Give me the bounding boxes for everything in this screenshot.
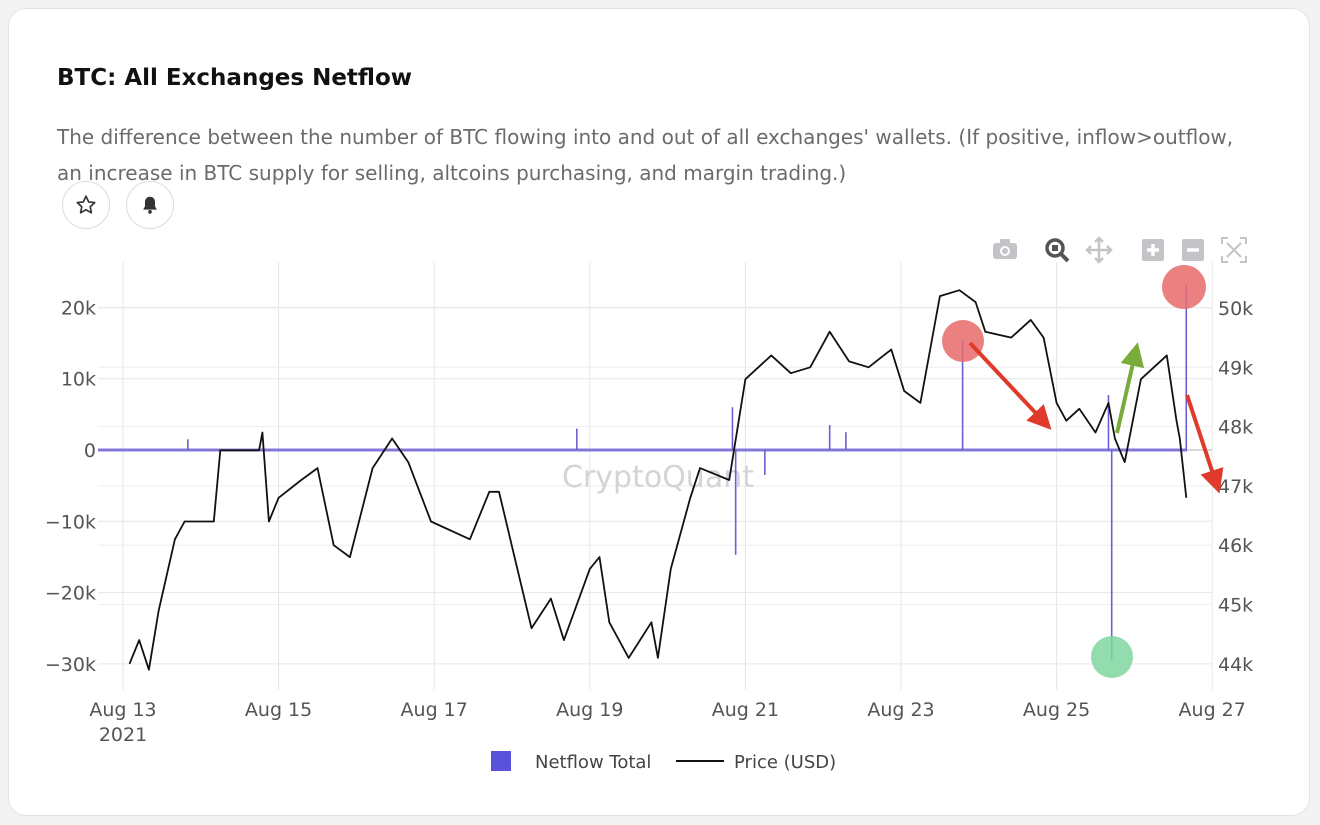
x-tick-label: Aug 21 [712, 699, 779, 721]
zoom-icon[interactable] [1045, 238, 1070, 263]
x-tick-label: Aug 17 [401, 699, 468, 721]
x-tick-label: Aug 19 [556, 699, 623, 721]
camera-icon[interactable] [993, 239, 1017, 259]
legend-netflow-label[interactable]: Netflow Total [535, 752, 651, 773]
pan-icon[interactable] [1085, 236, 1113, 264]
x-tick-label: Aug 23 [867, 699, 934, 721]
zoom-in-icon[interactable] [1142, 239, 1164, 261]
y-left-tick-label: 0 [84, 440, 96, 462]
y-right-tick-label: 49k [1218, 357, 1253, 379]
red-marker-circle [942, 320, 984, 362]
y-right-tick-label: 48k [1218, 417, 1253, 439]
x-tick-label: Aug 13 [89, 699, 156, 721]
y-left-tick-label: −10k [45, 511, 96, 533]
bell-icon [143, 196, 157, 214]
red-marker-circle [1162, 265, 1206, 309]
y-left-tick-label: −20k [45, 583, 96, 605]
page-title: BTC: All Exchanges Netflow [57, 65, 413, 91]
green-arrow [1115, 342, 1145, 434]
legend-price-label[interactable]: Price (USD) [734, 752, 836, 773]
red-arrow [968, 341, 1052, 430]
x-tick-label: Aug 27 [1179, 699, 1246, 721]
x-year-label: 2021 [99, 724, 147, 746]
chart-card: BTC: All Exchanges Netflow The differenc… [8, 8, 1310, 816]
y-left-tick-label: −30k [45, 654, 96, 676]
y-left-tick-label: 10k [61, 369, 96, 391]
chart-description: The difference between the number of BTC… [57, 125, 1234, 185]
x-tick-label: Aug 25 [1023, 699, 1090, 721]
favorite-button[interactable] [62, 181, 110, 229]
y-right-tick-label: 46k [1218, 535, 1253, 557]
legend[interactable]: Netflow Total Price (USD) [491, 751, 836, 773]
price-line [128, 289, 1188, 671]
annotations [942, 265, 1224, 678]
y-right-tick-label: 47k [1218, 476, 1253, 498]
alert-button[interactable] [126, 181, 174, 229]
green-marker-circle [1091, 636, 1133, 678]
y-right-tick-label: 45k [1218, 595, 1253, 617]
star-icon [76, 195, 96, 214]
y-right-tick-label: 50k [1218, 298, 1253, 320]
x-tick-label: Aug 15 [245, 699, 312, 721]
y-right-tick-label: 44k [1218, 654, 1253, 676]
autoscale-icon[interactable] [1221, 237, 1247, 263]
zoom-out-icon[interactable] [1182, 239, 1204, 261]
red-arrow [1185, 394, 1224, 494]
legend-netflow-swatch [491, 751, 511, 771]
y-left-tick-label: 20k [61, 297, 96, 319]
